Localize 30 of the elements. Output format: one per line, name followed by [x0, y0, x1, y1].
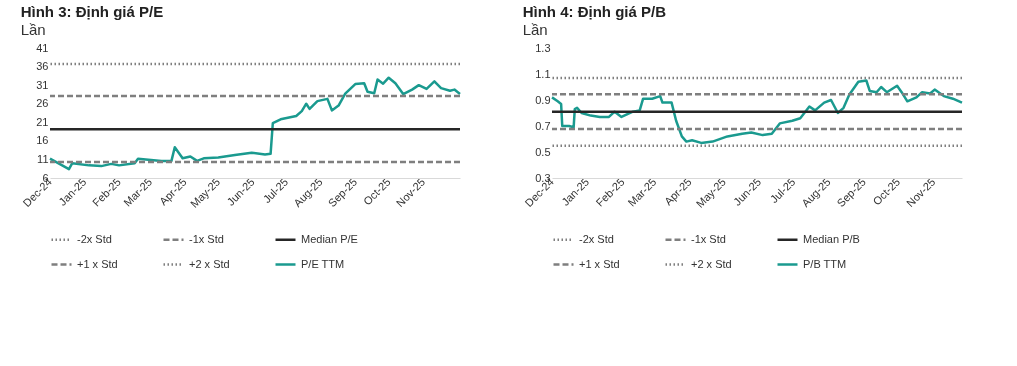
chart-title: Hình 4: Định giá P/B [522, 3, 667, 20]
y-tick-label: 11 [37, 152, 49, 165]
y-tick-label: 26 [36, 97, 49, 110]
legend-label: +2 x Std [189, 257, 230, 270]
y-tick-label: 31 [36, 78, 49, 91]
legend-label: +1 x Std [579, 257, 620, 270]
legend-label: P/E TTM [301, 257, 345, 270]
text: -2x Std [77, 232, 112, 245]
y-tick-label: 16 [36, 134, 49, 147]
y-tick-label: 21 [36, 115, 49, 128]
y-tick-label: 0.5 [535, 145, 551, 158]
legend-label: -1x Std [189, 232, 224, 245]
y-tick-label: 1.1 [535, 67, 551, 80]
y-tick-label: 0.7 [535, 119, 551, 132]
legend-label: P/B TTM [803, 257, 847, 270]
legend-label: -2x Std [579, 232, 614, 245]
line-series [48, 76, 462, 171]
y-tick-label: 41 [36, 41, 49, 54]
chart-subtitle: Lần [20, 21, 46, 38]
legend-label: Median P/E [301, 232, 358, 245]
legend-label: +2 x Std [691, 257, 732, 270]
legend-label: -1x Std [691, 232, 726, 245]
legend-label: +1 x Std [77, 257, 118, 270]
legend-label: Median P/B [803, 232, 860, 245]
line-series [550, 79, 964, 145]
y-tick-label: 1.3 [535, 41, 551, 54]
chart-title: Hình 3: Định giá P/E [20, 3, 164, 20]
chart-subtitle: Lần [522, 21, 548, 38]
y-tick-label: 36 [36, 60, 49, 73]
y-tick-label: 0.9 [535, 93, 551, 106]
